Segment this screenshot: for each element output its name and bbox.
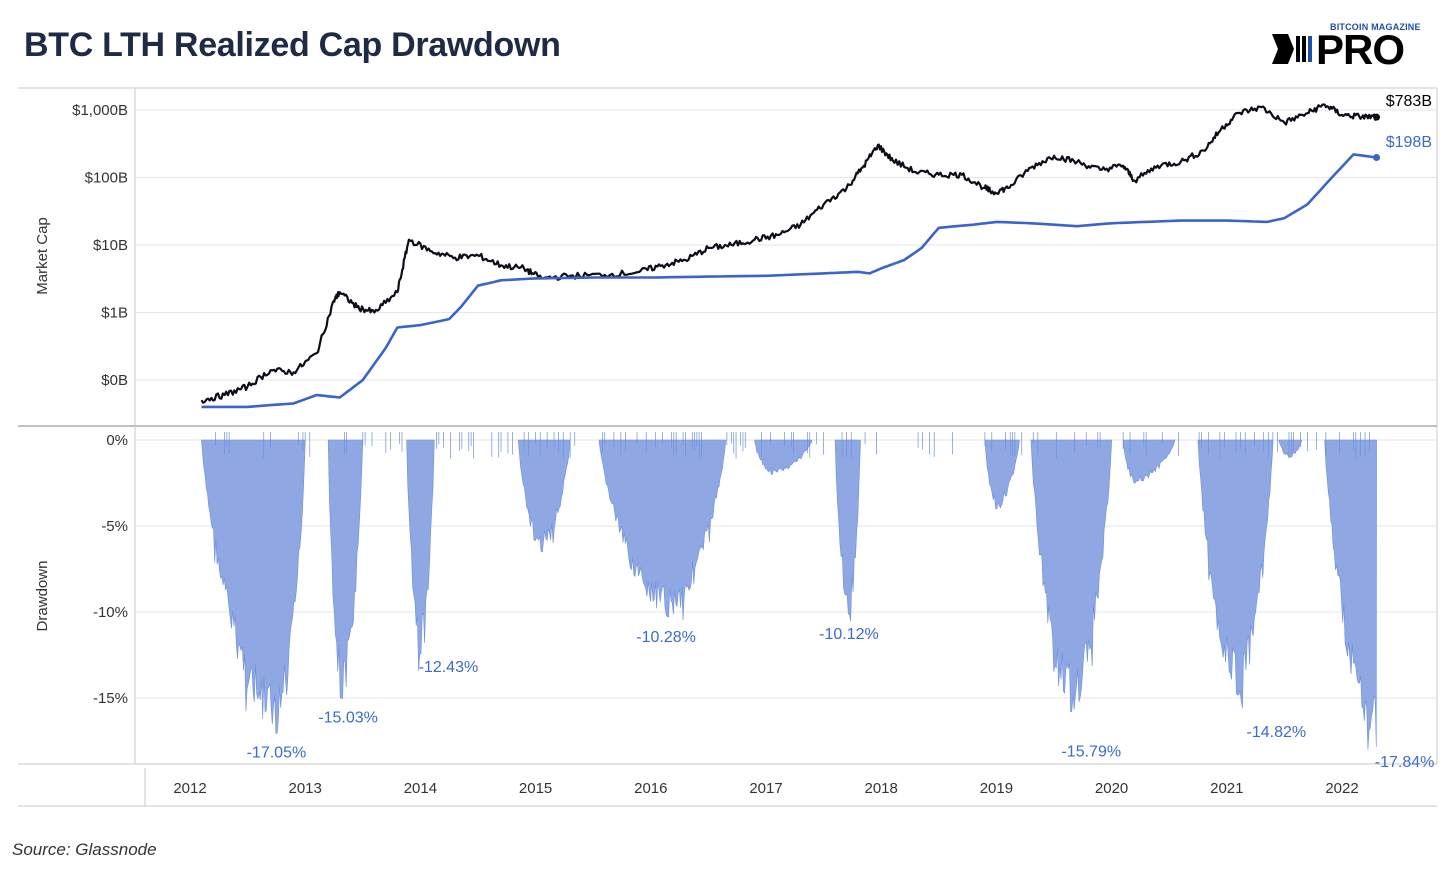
xtick-label: 2021 xyxy=(1210,780,1243,797)
drawdown-area xyxy=(1278,439,1303,458)
market-cap-end-label: $783B xyxy=(1386,93,1432,110)
drawdown-annotation: -10.12% xyxy=(819,626,879,643)
xtick-label: 2012 xyxy=(173,780,206,797)
drawdown-area xyxy=(598,439,727,621)
ytick-label-drawdown: -5% xyxy=(101,518,128,535)
drawdown-area xyxy=(834,439,861,622)
realized-cap-end-dot xyxy=(1373,153,1381,161)
drawdown-area xyxy=(984,439,1020,510)
market-cap-end-dot xyxy=(1373,113,1381,121)
drawdown-axis-title: Drawdown xyxy=(34,561,51,632)
market-cap-lines xyxy=(200,103,1381,409)
xtick-label: 2019 xyxy=(980,780,1013,797)
logo-bars-icon xyxy=(1272,34,1312,64)
realized-cap-line xyxy=(201,153,1377,409)
ytick-label-market-cap: $10B xyxy=(93,237,128,254)
ytick-label-market-cap: $1B xyxy=(101,305,128,322)
drawdown-area xyxy=(327,439,364,699)
drawdown-annotation: -17.05% xyxy=(247,744,307,761)
realized-cap-end-label: $198B xyxy=(1386,134,1432,151)
drawdown-area xyxy=(1122,439,1176,484)
drawdown-area xyxy=(754,439,813,475)
drawdown-area xyxy=(201,439,306,734)
xtick-label: 2017 xyxy=(749,780,782,797)
drawdown-annotation: -15.79% xyxy=(1061,744,1121,761)
drawdown-area xyxy=(517,439,571,553)
xtick-label: 2020 xyxy=(1095,780,1128,797)
xtick-label: 2013 xyxy=(289,780,322,797)
ytick-label-drawdown: 0% xyxy=(106,432,128,449)
drawdown-area xyxy=(1197,439,1274,709)
xtick-label: 2014 xyxy=(404,780,437,797)
ytick-label-drawdown: -15% xyxy=(93,690,128,707)
drawdown-area xyxy=(406,439,435,671)
drawdown-area xyxy=(1324,439,1377,750)
drawdown-annotation: -17.84% xyxy=(1375,754,1435,771)
bitcoin-magazine-pro-logo: BITCOIN MAGAZINE PRO xyxy=(1272,22,1442,73)
chart-area: Market Cap Drawdown $0B $1B $10B $100B $1,00… xyxy=(18,87,1438,807)
market-cap-line xyxy=(200,103,1378,404)
ytick-label-market-cap: $1,000B xyxy=(72,102,128,119)
drawdown-series xyxy=(201,432,1377,750)
drawdown-area xyxy=(1030,439,1112,712)
xtick-label: 2016 xyxy=(634,780,667,797)
chart-labels: Market Cap Drawdown $0B $1B $10B $100B $1,00… xyxy=(34,93,1434,797)
ytick-label-drawdown: -10% xyxy=(93,604,128,621)
xtick-label: 2022 xyxy=(1325,780,1358,797)
logo-subtitle: BITCOIN MAGAZINE xyxy=(1330,22,1421,32)
chart-frame xyxy=(18,87,1438,807)
drawdown-annotation: -14.82% xyxy=(1247,724,1307,741)
logo-wordmark: PRO xyxy=(1316,26,1405,73)
drawdown-annotation: -12.43% xyxy=(419,659,479,676)
xtick-label: 2018 xyxy=(865,780,898,797)
drawdown-annotation: -10.28% xyxy=(636,629,696,646)
drawdown-annotation: -15.03% xyxy=(318,710,378,727)
ytick-label-market-cap: $0B xyxy=(101,372,128,389)
market-cap-axis-title: Market Cap xyxy=(34,217,51,295)
ytick-label-market-cap: $100B xyxy=(85,170,128,187)
chart-title: BTC LTH Realized Cap Drawdown xyxy=(24,26,561,64)
xtick-label: 2015 xyxy=(519,780,552,797)
source-note: Source: Glassnode xyxy=(12,840,157,859)
